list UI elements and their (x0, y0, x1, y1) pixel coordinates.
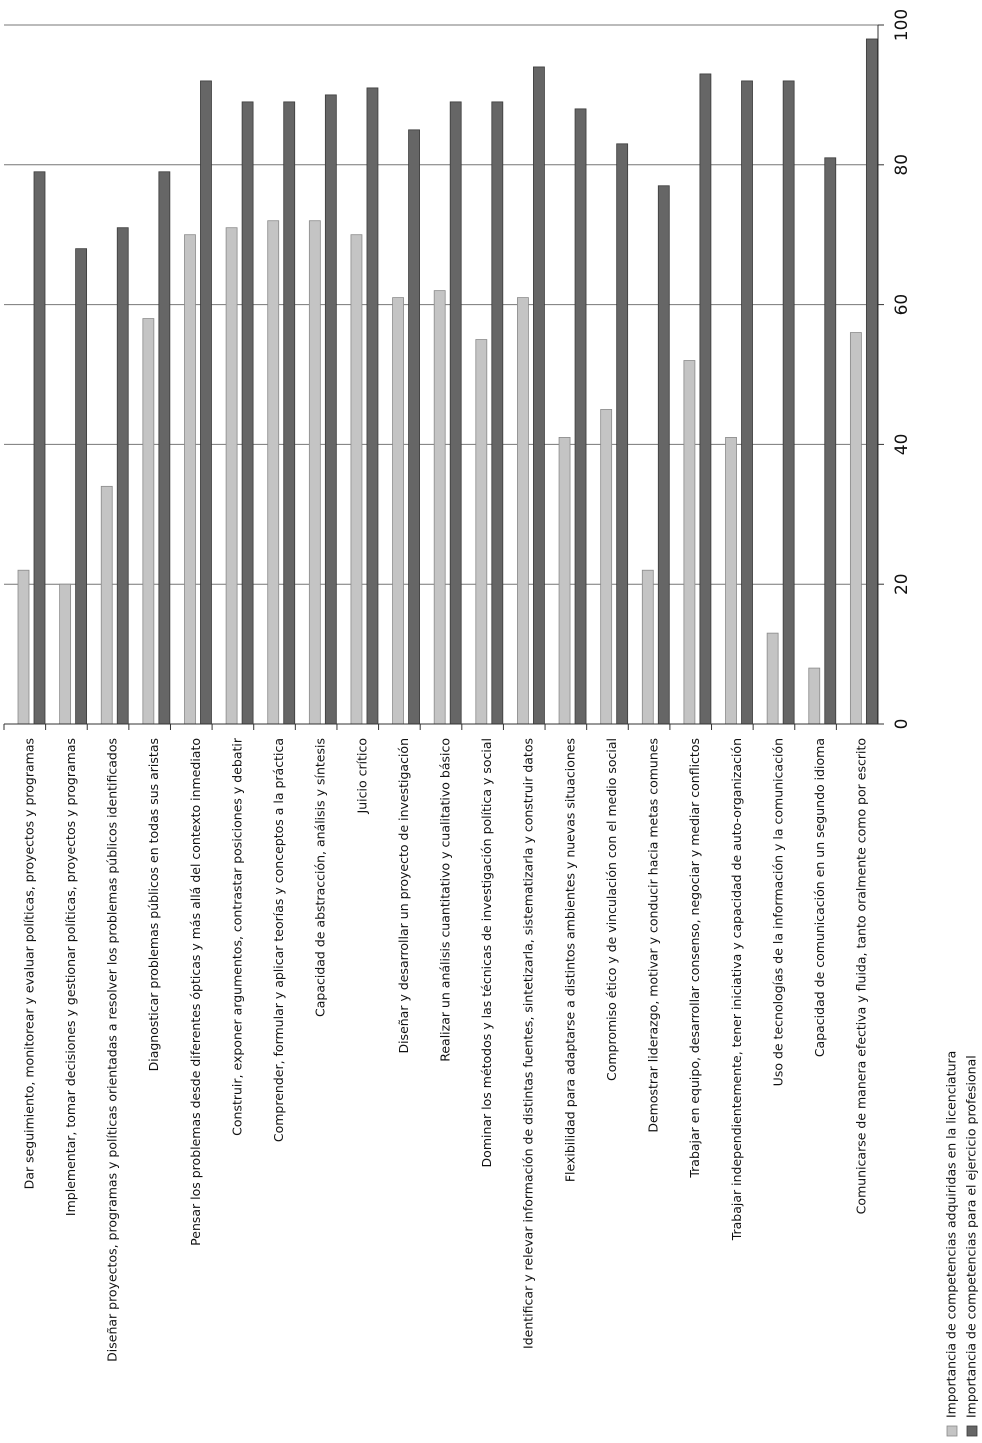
category-label: Trabajar en equipo, desarrollar consenso… (687, 738, 702, 1179)
bar-ejercicio-profesional (158, 171, 171, 725)
bar-licenciatura (808, 667, 821, 725)
category-label: Comprender, formular y aplicar teorías y… (271, 738, 286, 1142)
bar-ejercicio-profesional (408, 129, 420, 725)
bar-licenciatura (683, 360, 696, 725)
category-label: Flexibilidad para adaptarse a distintos … (562, 738, 577, 1182)
category-label: Identificar y relevar información de dis… (521, 738, 536, 1349)
bar-licenciatura (641, 569, 654, 725)
legend-swatch (946, 1425, 958, 1437)
value-axis-tick-labels: 0 20 40 60 80 100 (892, 9, 912, 730)
category-label: Compromiso ético y de vinculación con el… (604, 738, 619, 1081)
bar-licenciatura (308, 220, 321, 725)
legend-label: Importancia de competencias adquiridas e… (944, 1051, 959, 1418)
category-label: Capacidad de abstracción, análisis y sín… (313, 738, 328, 1017)
bar-ejercicio-profesional (491, 101, 504, 725)
bar-ejercicio-profesional (116, 227, 129, 725)
bar-licenciatura (142, 318, 155, 725)
legend-swatch (966, 1425, 978, 1437)
bar-licenciatura (59, 583, 72, 725)
category-label: Dar seguimiento, monitorear y evaluar po… (21, 738, 36, 1189)
tick-label: 20 (892, 573, 912, 595)
bar-ejercicio-profesional (574, 108, 587, 725)
bar-licenciatura (225, 227, 238, 725)
category-label: Construir, exponer argumentos, contrasta… (229, 737, 244, 1136)
bar-ejercicio-profesional (533, 66, 545, 725)
legend-label: Importancia de competencias para el ejer… (964, 1055, 979, 1418)
bar-ejercicio-profesional (366, 87, 379, 725)
bar-licenciatura (184, 234, 196, 725)
bar-ejercicio-profesional (33, 171, 46, 725)
tick-label: 60 (892, 294, 912, 316)
category-label: Dominar los métodos y las técnicas de in… (479, 738, 494, 1167)
category-label: Implementar, tomar decisiones y gestiona… (63, 738, 78, 1216)
bar-ejercicio-profesional (657, 185, 670, 725)
bar-ejercicio-profesional (324, 94, 337, 725)
bar-licenciatura (558, 437, 571, 725)
category-label: Diseñar proyectos, programas y políticas… (105, 738, 120, 1362)
bar-licenciatura (350, 234, 363, 725)
tick-label: 40 (892, 434, 912, 456)
category-label: Diseñar y desarrollar un proyecto de inv… (396, 738, 411, 1054)
category-label: Diagnosticar problemas públicos en todas… (146, 738, 161, 1071)
bars (17, 38, 878, 725)
bar-licenciatura (433, 290, 446, 725)
bar-ejercicio-profesional (741, 80, 753, 725)
category-label: Trabajar independientemente, tener inici… (729, 738, 744, 1241)
axes (3, 24, 884, 730)
bar-licenciatura (849, 332, 862, 725)
bar-licenciatura (725, 437, 737, 725)
bar-licenciatura (766, 632, 779, 725)
bar-ejercicio-profesional (75, 248, 88, 725)
bar-ejercicio-profesional (616, 143, 629, 725)
bar-licenciatura (100, 485, 113, 725)
bar-licenciatura (517, 297, 529, 725)
legend: Importancia de competencias adquiridas e… (944, 1051, 979, 1437)
bar-ejercicio-profesional (824, 157, 837, 725)
category-label: Demostrar liderazgo, motivar y conducir … (646, 738, 661, 1133)
category-label: Juicio crítico (354, 738, 369, 814)
bar-ejercicio-profesional (200, 80, 212, 725)
category-axis-labels: Dar seguimiento, monitorear y evaluar po… (21, 737, 868, 1362)
bar-licenciatura (267, 220, 280, 725)
bar-licenciatura (392, 297, 404, 725)
bar-licenciatura (600, 409, 613, 725)
category-label: Realizar un análisis cuantitativo y cual… (438, 738, 453, 1062)
bar-ejercicio-profesional (699, 73, 712, 725)
category-label: Pensar los problemas desde diferentes óp… (188, 738, 203, 1246)
category-label: Capacidad de comunicación en un segundo … (812, 738, 827, 1057)
bar-ejercicio-profesional (782, 80, 795, 725)
bar-licenciatura (17, 569, 30, 725)
bar-ejercicio-profesional (283, 101, 296, 725)
bar-ejercicio-profesional (449, 101, 462, 725)
category-label: Uso de tecnologías de la información y l… (770, 738, 785, 1086)
tick-label: 100 (892, 9, 912, 41)
bar-ejercicio-profesional (241, 101, 254, 725)
tick-label: 0 (892, 719, 912, 730)
tick-label: 80 (892, 154, 912, 176)
bar-ejercicio-profesional (865, 38, 878, 725)
bar-licenciatura (475, 339, 488, 725)
category-label: Comunicarse de manera efectiva y fluida,… (854, 738, 869, 1214)
